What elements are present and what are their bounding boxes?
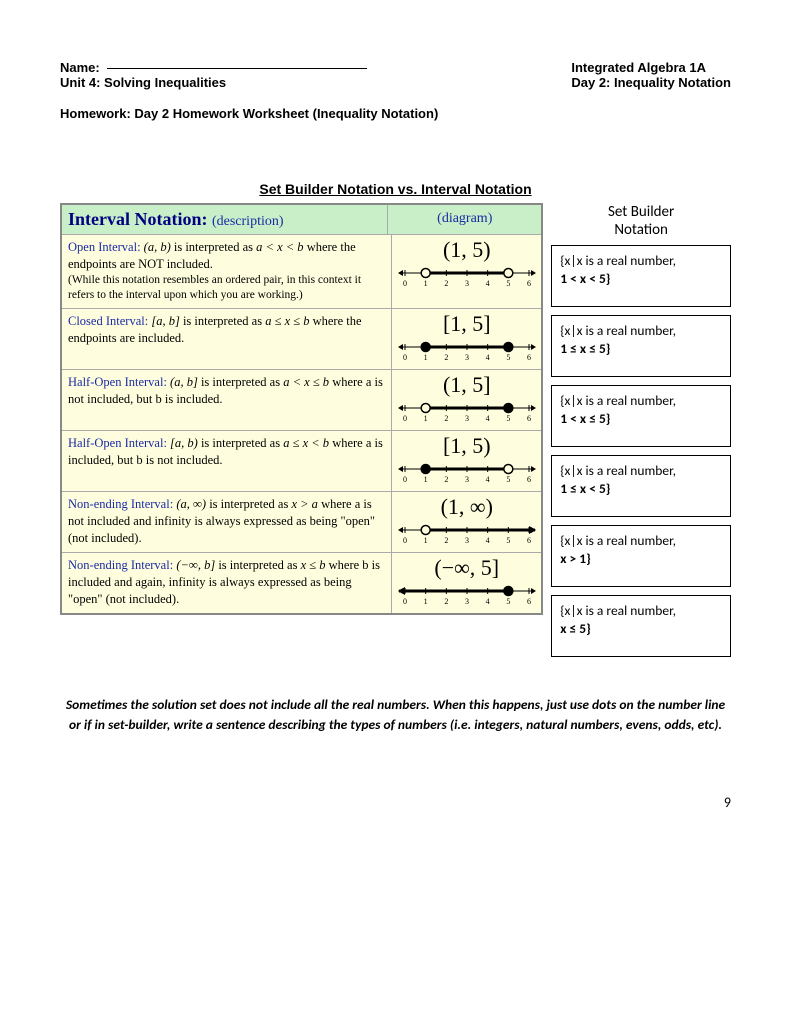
header-left: Name: Unit 4: Solving Inequalities xyxy=(60,60,367,90)
svg-text:2: 2 xyxy=(444,475,448,484)
section-title: Set Builder Notation vs. Interval Notati… xyxy=(60,181,731,197)
svg-text:5: 5 xyxy=(506,597,510,606)
day-label: Day 2: Inequality Notation xyxy=(571,75,731,90)
svg-text:4: 4 xyxy=(485,414,489,423)
svg-text:5: 5 xyxy=(506,414,510,423)
svg-text:3: 3 xyxy=(465,597,469,606)
row-diagram: [1, 5] 0 1 2 3 4 5 6 xyxy=(391,309,541,369)
set-builder-box: {x|x is a real number,1 < x ≤ 5} xyxy=(551,385,731,447)
svg-text:5: 5 xyxy=(506,536,510,545)
interval-table: Interval Notation: (description) (diagra… xyxy=(60,203,543,615)
row-diagram: [1, 5) 0 1 2 3 4 5 6 xyxy=(391,431,541,491)
svg-text:2: 2 xyxy=(444,353,448,362)
worksheet-header: Name: Unit 4: Solving Inequalities Integ… xyxy=(60,60,731,90)
set-builder-box: {x|x is a real number,1 ≤ x < 5} xyxy=(551,455,731,517)
set-builder-box: {x|x is a real number,1 < x < 5} xyxy=(551,245,731,307)
svg-text:3: 3 xyxy=(465,414,469,423)
interval-label: [1, 5] xyxy=(394,311,539,337)
svg-text:6: 6 xyxy=(527,536,531,545)
svg-text:2: 2 xyxy=(444,536,448,545)
row-description: Open Interval: (a, b) is interpreted as … xyxy=(62,235,391,308)
table-row: Non-ending Interval: (−∞, b] is interpre… xyxy=(62,553,541,613)
svg-text:2: 2 xyxy=(444,597,448,606)
svg-text:5: 5 xyxy=(506,279,510,288)
svg-text:6: 6 xyxy=(527,279,531,288)
svg-text:1: 1 xyxy=(423,536,427,545)
svg-text:1: 1 xyxy=(423,353,427,362)
th-description: Interval Notation: (description) xyxy=(62,205,387,234)
table-row: Half-Open Interval: (a, b] is interprete… xyxy=(62,370,541,431)
svg-text:5: 5 xyxy=(506,475,510,484)
main-layout: Interval Notation: (description) (diagra… xyxy=(60,203,731,665)
svg-text:2: 2 xyxy=(444,414,448,423)
svg-text:0: 0 xyxy=(403,597,407,606)
row-description: Non-ending Interval: (−∞, b] is interpre… xyxy=(62,553,391,613)
row-diagram: (1, ∞) 0 1 2 3 4 5 6 xyxy=(391,492,541,552)
svg-text:6: 6 xyxy=(527,597,531,606)
row-description: Non-ending Interval: (a, ∞) is interpret… xyxy=(62,492,391,552)
svg-text:4: 4 xyxy=(485,475,489,484)
svg-text:4: 4 xyxy=(485,279,489,288)
interval-label: (−∞, 5] xyxy=(394,555,539,581)
svg-text:6: 6 xyxy=(527,414,531,423)
svg-text:6: 6 xyxy=(527,475,531,484)
row-diagram: (−∞, 5] 0 1 2 3 4 5 6 xyxy=(391,553,541,613)
name-blank xyxy=(107,68,367,69)
svg-text:4: 4 xyxy=(485,597,489,606)
th-desc: (description) xyxy=(212,214,284,229)
homework-label: Homework: Day 2 Homework Worksheet (Ineq… xyxy=(60,106,731,121)
th-diagram: (diagram) xyxy=(387,205,541,234)
svg-text:3: 3 xyxy=(465,353,469,362)
table-row: Half-Open Interval: [a, b) is interprete… xyxy=(62,431,541,492)
row-description: Half-Open Interval: (a, b] is interprete… xyxy=(62,370,391,430)
svg-text:2: 2 xyxy=(444,279,448,288)
set-builder-column: Set Builder Notation {x|x is a real numb… xyxy=(551,203,731,665)
th-title: Interval Notation: xyxy=(68,209,207,229)
name-label: Name: xyxy=(60,60,100,75)
svg-text:1: 1 xyxy=(423,597,427,606)
table-row: Closed Interval: [a, b] is interpreted a… xyxy=(62,309,541,370)
page-number: 9 xyxy=(60,794,731,811)
svg-text:6: 6 xyxy=(527,353,531,362)
interval-label: (1, 5] xyxy=(394,372,539,398)
table-row: Non-ending Interval: (a, ∞) is interpret… xyxy=(62,492,541,553)
row-diagram: (1, 5) 0 1 2 3 4 5 6 xyxy=(391,235,541,308)
table-row: Open Interval: (a, b) is interpreted as … xyxy=(62,235,541,309)
set-builder-title: Set Builder Notation xyxy=(551,203,731,239)
svg-text:4: 4 xyxy=(485,536,489,545)
table-header: Interval Notation: (description) (diagra… xyxy=(62,205,541,235)
svg-text:4: 4 xyxy=(485,353,489,362)
svg-text:3: 3 xyxy=(465,536,469,545)
row-description: Closed Interval: [a, b] is interpreted a… xyxy=(62,309,391,369)
header-right: Integrated Algebra 1A Day 2: Inequality … xyxy=(571,60,731,90)
svg-text:0: 0 xyxy=(403,414,407,423)
svg-text:0: 0 xyxy=(403,353,407,362)
svg-text:1: 1 xyxy=(423,414,427,423)
course-label: Integrated Algebra 1A xyxy=(571,60,731,75)
svg-text:3: 3 xyxy=(465,475,469,484)
row-diagram: (1, 5] 0 1 2 3 4 5 6 xyxy=(391,370,541,430)
svg-text:5: 5 xyxy=(506,353,510,362)
svg-text:3: 3 xyxy=(465,279,469,288)
set-builder-box: {x|x is a real number, x ≤ 5} xyxy=(551,595,731,657)
footnote: Sometimes the solution set does not incl… xyxy=(60,695,731,734)
svg-text:0: 0 xyxy=(403,475,407,484)
interval-label: [1, 5) xyxy=(394,433,539,459)
interval-label: (1, ∞) xyxy=(394,494,539,520)
set-builder-box: {x|x is a real number,x > 1} xyxy=(551,525,731,587)
svg-text:1: 1 xyxy=(423,279,427,288)
svg-text:0: 0 xyxy=(403,536,407,545)
svg-text:1: 1 xyxy=(423,475,427,484)
row-description: Half-Open Interval: [a, b) is interprete… xyxy=(62,431,391,491)
unit-label: Unit 4: Solving Inequalities xyxy=(60,75,367,90)
set-builder-box: {x|x is a real number, 1 ≤ x ≤ 5} xyxy=(551,315,731,377)
interval-label: (1, 5) xyxy=(394,237,539,263)
svg-text:0: 0 xyxy=(403,279,407,288)
